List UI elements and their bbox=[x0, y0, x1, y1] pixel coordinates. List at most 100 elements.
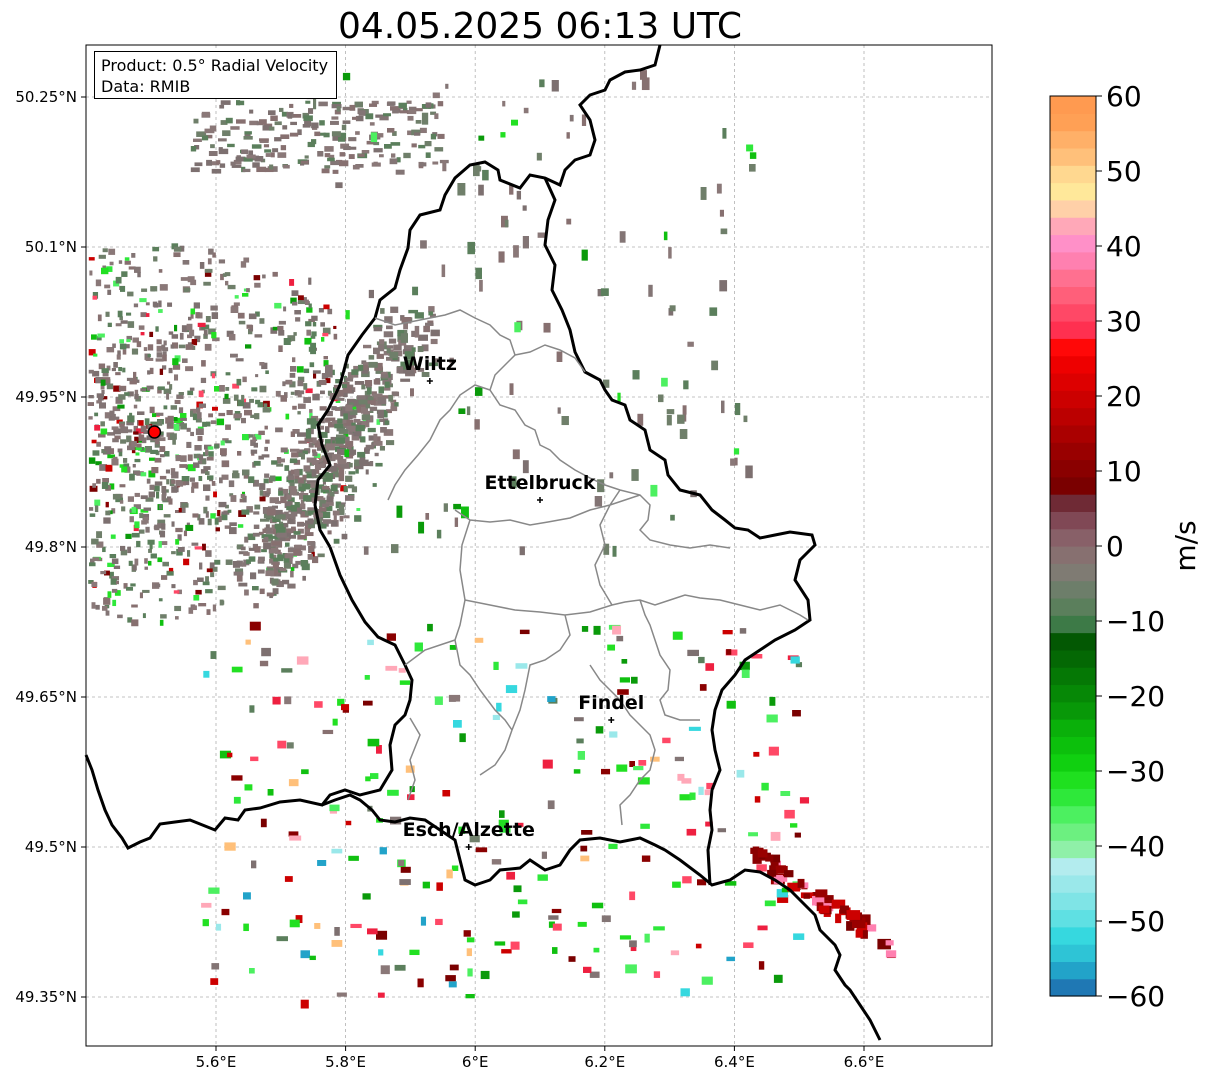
echo-cell bbox=[244, 133, 251, 137]
echo-cell bbox=[265, 527, 276, 534]
echo-cell bbox=[157, 386, 162, 394]
echo-cell bbox=[88, 395, 94, 399]
echo-cell bbox=[175, 616, 179, 620]
echo-cell bbox=[326, 496, 334, 503]
echo-cell bbox=[757, 925, 768, 931]
echo-cell bbox=[185, 464, 189, 470]
echo-cell bbox=[265, 524, 270, 531]
echo-cell bbox=[160, 614, 167, 619]
echo-cell bbox=[260, 518, 270, 522]
echo-cell bbox=[552, 923, 562, 931]
echo-cell bbox=[210, 161, 220, 166]
echo-cell bbox=[319, 522, 327, 529]
echo-cell bbox=[374, 136, 381, 140]
echo-cell bbox=[641, 77, 650, 91]
echo-cell bbox=[146, 386, 151, 391]
echo-cell bbox=[353, 419, 361, 423]
echo-cell bbox=[803, 893, 810, 899]
echo-cell bbox=[726, 649, 732, 655]
echo-cell bbox=[331, 116, 339, 120]
echo-cell bbox=[355, 115, 364, 122]
echo-cell bbox=[264, 425, 268, 430]
echo-cell bbox=[268, 110, 276, 116]
echo-cell bbox=[376, 440, 383, 446]
echo-cell bbox=[670, 950, 680, 956]
echo-cell bbox=[633, 766, 644, 771]
echo-cell bbox=[126, 312, 132, 316]
echo-cell bbox=[194, 335, 201, 339]
echo-cell bbox=[257, 559, 263, 563]
echo-cell bbox=[669, 305, 676, 312]
echo-cell bbox=[196, 131, 207, 137]
echo-cell bbox=[147, 344, 154, 351]
echo-cell bbox=[265, 439, 270, 444]
echo-cell bbox=[155, 437, 160, 445]
echo-cell bbox=[238, 582, 248, 587]
echo-cell bbox=[364, 380, 373, 386]
echo-cell bbox=[199, 262, 205, 269]
echo-cell bbox=[387, 128, 395, 133]
echo-cell bbox=[258, 430, 265, 436]
echo-cell bbox=[242, 434, 249, 441]
echo-cell bbox=[753, 751, 760, 757]
echo-cell bbox=[309, 955, 316, 961]
echo-cell bbox=[390, 106, 399, 111]
product-info-box: Product: 0.5° Radial Velocity Data: RMIB bbox=[94, 51, 337, 99]
echo-cell bbox=[300, 560, 308, 567]
echo-cell bbox=[246, 324, 253, 329]
echo-cell bbox=[361, 414, 371, 421]
echo-cell bbox=[218, 138, 227, 142]
echo-cell bbox=[247, 533, 256, 541]
echo-cell bbox=[284, 392, 288, 398]
echo-cell bbox=[185, 366, 194, 372]
echo-cell bbox=[337, 418, 343, 424]
echo-cell bbox=[214, 386, 222, 392]
echo-cell bbox=[595, 726, 604, 734]
echo-cell bbox=[406, 359, 416, 366]
echo-cell bbox=[340, 462, 350, 468]
echo-cell bbox=[329, 804, 340, 812]
echo-cell bbox=[232, 473, 240, 479]
echo-cell bbox=[203, 670, 210, 678]
echo-cell bbox=[305, 321, 312, 327]
echo-cell bbox=[672, 631, 683, 640]
echo-cell bbox=[242, 293, 249, 297]
echo-cell bbox=[227, 284, 236, 290]
echo-cell bbox=[149, 484, 155, 490]
echo-cell bbox=[132, 337, 139, 343]
echo-cell bbox=[220, 120, 228, 125]
echo-cell bbox=[101, 368, 109, 373]
echo-cell bbox=[186, 427, 191, 432]
echo-cell bbox=[338, 504, 345, 510]
echo-cell bbox=[297, 376, 305, 382]
echo-cell bbox=[207, 475, 214, 480]
echo-cell bbox=[102, 377, 111, 384]
echo-cell bbox=[331, 454, 341, 460]
echo-cell bbox=[621, 659, 628, 664]
echo-cell bbox=[180, 417, 187, 421]
echo-cell bbox=[339, 160, 349, 167]
echo-cell bbox=[366, 399, 374, 405]
echo-cell bbox=[199, 562, 203, 570]
echo-cell bbox=[294, 390, 300, 396]
echo-cell bbox=[365, 113, 374, 120]
echo-cell bbox=[332, 169, 339, 174]
echo-cell bbox=[131, 348, 139, 355]
echo-cell bbox=[358, 459, 369, 465]
colorbar-tick-label: −30 bbox=[1106, 755, 1165, 788]
echo-cell bbox=[379, 339, 385, 345]
echo-cell bbox=[108, 510, 113, 515]
echo-cell bbox=[687, 649, 700, 657]
echo-cell bbox=[225, 117, 233, 124]
echo-cell bbox=[557, 407, 561, 414]
echo-cell bbox=[717, 828, 727, 833]
echo-cell bbox=[241, 394, 245, 401]
echo-cell bbox=[238, 320, 246, 325]
echo-cell bbox=[739, 661, 750, 671]
echo-cell bbox=[336, 106, 341, 112]
echo-cell bbox=[290, 448, 300, 452]
latitude-ticks: 50.25°N50.1°N49.95°N49.8°N49.65°N49.5°N4… bbox=[15, 88, 86, 1006]
echo-cell bbox=[149, 367, 154, 375]
echo-cell bbox=[309, 362, 315, 368]
